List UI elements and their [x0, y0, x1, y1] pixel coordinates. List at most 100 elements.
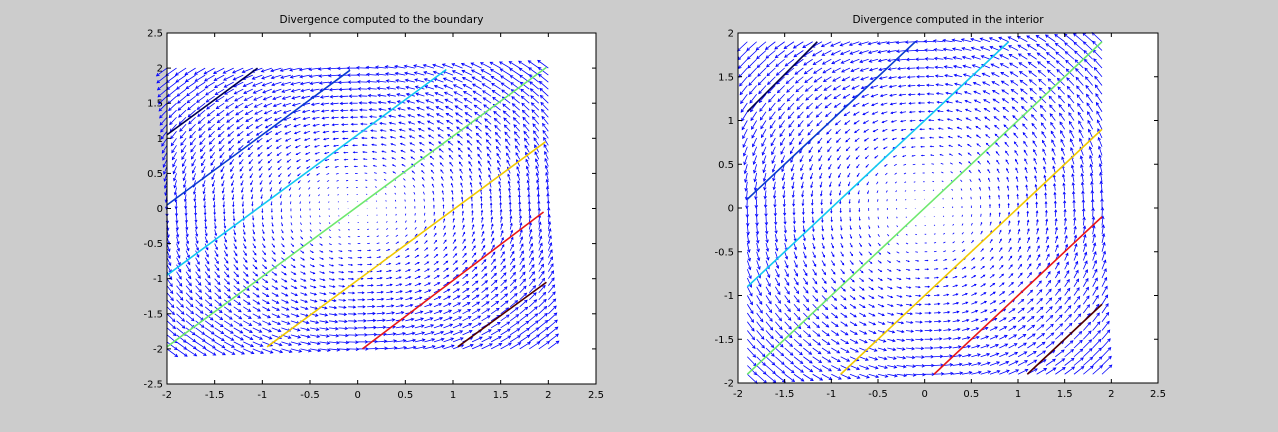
quiver-arrow: [386, 87, 396, 90]
quiver-arrow-head: [768, 300, 772, 305]
quiver-arrow: [234, 95, 244, 102]
quiver-arrow-head: [173, 185, 177, 189]
quiver-arrow-head: [368, 108, 372, 112]
quiver-arrow: [528, 243, 533, 251]
quiver-arrow-head: [308, 67, 312, 72]
quiver-arrow: [490, 252, 496, 258]
quiver-arrow-head: [539, 94, 544, 99]
quiver-arrow-head: [202, 345, 207, 349]
quiver-arrow-head: [184, 206, 188, 210]
quiver-arrow: [330, 95, 339, 98]
quiver-arrow-head: [534, 306, 538, 310]
quiver-arrow: [427, 127, 435, 132]
quiver-arrow: [471, 280, 479, 287]
quiver-arrow: [414, 318, 424, 322]
quiver-arrow-head: [278, 175, 281, 178]
quiver-arrow-head: [490, 216, 494, 220]
quiver-arrow-head: [781, 370, 786, 374]
quiver-arrow: [214, 313, 223, 320]
quiver-arrow: [323, 137, 330, 140]
quiver-arrow: [542, 130, 549, 139]
quiver-arrow: [765, 242, 769, 252]
y-tick-label: -1.5: [143, 309, 163, 320]
quiver-arrow-head: [504, 138, 509, 142]
quiver-arrow-head: [178, 283, 183, 287]
quiver-arrow: [528, 60, 540, 69]
quiver-arrow: [754, 172, 758, 182]
quiver-arrow: [252, 81, 263, 87]
quiver-arrow-head: [221, 176, 224, 180]
quiver-arrow-head: [504, 131, 508, 135]
quiver-arrow-head: [755, 222, 759, 227]
quiver-arrow-head: [222, 70, 227, 74]
quiver-arrow: [221, 180, 225, 186]
quiver-arrow: [405, 276, 411, 280]
quiver-arrow-head: [379, 269, 383, 273]
quiver-arrow-head: [780, 159, 784, 164]
quiver-arrow: [538, 243, 543, 251]
quiver-arrow: [765, 199, 767, 208]
quiver-arrow: [223, 285, 231, 292]
quiver-arrow: [185, 299, 194, 307]
quiver-arrow: [230, 166, 235, 172]
quiver-arrow-head: [238, 308, 242, 313]
quiver-arrow: [528, 285, 536, 294]
quiver-arrow: [785, 58, 795, 67]
quiver-arrow-head: [325, 327, 330, 331]
quiver-arrow: [329, 348, 340, 351]
quiver-arrow-head: [762, 169, 766, 174]
quiver-arrow: [538, 229, 542, 237]
quiver-arrow-head: [190, 156, 194, 160]
quiver-arrow: [385, 214, 388, 216]
quiver-arrow-head: [222, 351, 226, 356]
quiver-arrow-head: [441, 190, 444, 193]
quiver-arrow: [290, 334, 301, 338]
quiver-arrow-head: [434, 232, 437, 235]
quiver-arrow-head: [354, 333, 359, 337]
quiver-arrow: [509, 293, 518, 301]
quiver-arrow: [271, 348, 283, 353]
quiver-arrow: [252, 74, 263, 80]
quiver-arrow-head: [469, 175, 472, 178]
quiver-arrow-head: [498, 180, 501, 184]
quiver-arrow: [319, 299, 327, 302]
quiver-arrow-head: [750, 319, 754, 323]
quiver-arrow-head: [522, 116, 526, 121]
quiver-arrow-head: [223, 77, 227, 81]
quiver-arrow-head: [356, 80, 361, 84]
quiver-arrow-head: [171, 318, 176, 323]
quiver-arrow: [509, 300, 518, 308]
quiver-arrow: [182, 159, 187, 167]
quiver-arrow-head: [742, 144, 746, 148]
quiver-arrow-head: [449, 161, 452, 165]
quiver-arrow: [424, 268, 430, 273]
quiver-arrow-head: [394, 71, 399, 76]
quiver-arrow: [452, 77, 463, 83]
quiver-arrow: [747, 58, 757, 69]
quiver-arrow: [247, 145, 254, 150]
quiver-arrow-head: [280, 75, 284, 79]
quiver-arrow: [424, 85, 435, 90]
quiver-arrow-head: [379, 122, 383, 125]
quiver-arrow: [328, 215, 330, 217]
quiver-arrow-head: [171, 149, 175, 154]
quiver-arrow: [300, 271, 306, 275]
quiver-arrow: [495, 139, 501, 146]
quiver-arrow: [406, 100, 415, 104]
quiver-arrow: [458, 154, 463, 160]
x-tick-label: -2: [162, 390, 172, 401]
quiver-arrow: [405, 346, 416, 350]
quiver-arrow: [784, 251, 788, 260]
quiver-arrow-head: [203, 212, 207, 216]
quiver-arrow: [271, 292, 279, 297]
quiver-arrow: [386, 228, 389, 230]
quiver-arrow: [185, 236, 189, 244]
quiver-arrow: [323, 130, 330, 133]
quiver-arrow-head: [447, 295, 452, 299]
quiver-arrow: [223, 222, 226, 229]
quiver-arrow-head: [544, 157, 548, 162]
quiver-arrow: [203, 67, 215, 75]
quiver-arrow-head: [463, 231, 466, 235]
quiver-arrow: [529, 313, 538, 322]
quiver-arrow-head: [805, 290, 809, 294]
